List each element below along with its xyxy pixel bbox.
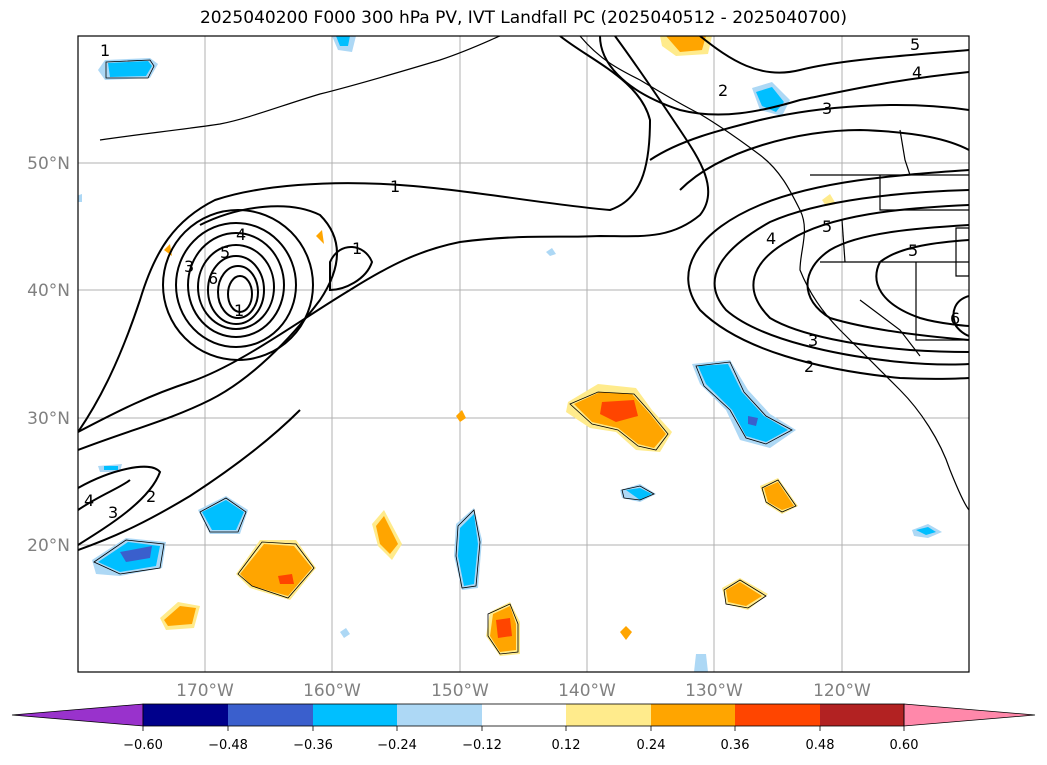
contour-label: 2	[718, 81, 728, 100]
colorbar-segment	[735, 704, 820, 726]
map-frame	[77, 35, 970, 673]
colorbar-segment	[397, 704, 482, 726]
lon-label: 140°W	[558, 681, 616, 701]
colorbar-segment	[820, 704, 904, 726]
contour-label: 5	[220, 243, 230, 262]
colorbar-tick-labels: −0.60 −0.48 −0.36 −0.24 −0.12 0.12 0.24 …	[123, 738, 918, 753]
colorbar-segment	[143, 704, 228, 726]
colorbar-tick: 0.12	[552, 738, 581, 753]
lat-label: 30°N	[27, 409, 70, 429]
contour-label: 6	[950, 309, 960, 328]
contour-label: 5	[910, 35, 920, 54]
lat-label: 50°N	[27, 154, 70, 174]
colorbar-tick: −0.36	[293, 738, 333, 753]
contour-label: 4	[236, 225, 246, 244]
colorbar-tick: −0.48	[208, 738, 248, 753]
longitude-labels: 170°W 160°W 150°W 140°W 130°W 120°W	[176, 681, 871, 701]
lon-label: 150°W	[431, 681, 489, 701]
contour-label: 4	[912, 63, 922, 82]
colorbar-tick: 0.36	[721, 738, 750, 753]
map-title: 2025040200 F000 300 hPa PV, IVT Landfall…	[199, 8, 847, 28]
lat-label: 20°N	[27, 536, 70, 556]
contour-label: 5	[822, 217, 832, 236]
colorbar: −0.60 −0.48 −0.36 −0.24 −0.12 0.12 0.24 …	[11, 703, 1036, 753]
colorbar-tick: −0.24	[377, 738, 417, 753]
colorbar-tick: 0.48	[806, 738, 835, 753]
colorbar-tick: 0.24	[637, 738, 666, 753]
pv-shading	[78, 36, 942, 672]
contour-label: 6	[208, 269, 218, 288]
lon-label: 130°W	[685, 681, 743, 701]
colorbar-segment	[482, 704, 566, 726]
contour-label: 3	[822, 99, 832, 118]
contour-label: 4	[84, 491, 94, 510]
latitude-labels: 50°N 40°N 30°N 20°N	[27, 154, 70, 556]
pv-outlines	[93, 59, 797, 655]
contour-label: 1	[390, 177, 400, 196]
contour-label: 1	[352, 239, 362, 258]
contour-label: 3	[108, 503, 118, 522]
colorbar-extend-high	[903, 703, 1036, 727]
colorbar-segment	[228, 704, 313, 726]
lon-label: 120°W	[813, 681, 871, 701]
contour-label: 2	[804, 357, 814, 376]
colorbar-segment	[313, 704, 397, 726]
colorbar-tick: −0.60	[123, 738, 163, 753]
lon-label: 160°W	[303, 681, 361, 701]
contour-label: 3	[808, 331, 818, 350]
map-background	[78, 36, 969, 672]
contour-label: 1	[100, 41, 110, 60]
contour-label: 1	[234, 301, 244, 320]
colorbar-tick: 0.60	[890, 738, 919, 753]
contour-label: 3	[184, 257, 194, 276]
lon-label: 170°W	[176, 681, 234, 701]
lat-label: 40°N	[27, 281, 70, 301]
contour-label: 2	[146, 487, 156, 506]
gridlines	[78, 36, 969, 672]
colorbar-segment	[566, 704, 651, 726]
colorbar-extend-low	[11, 703, 144, 727]
ivt-contours	[78, 36, 969, 551]
contour-label: 4	[766, 229, 776, 248]
colorbar-segment	[651, 704, 735, 726]
contour-label: 5	[908, 241, 918, 260]
coastlines	[99, 36, 969, 511]
colorbar-tick: −0.12	[462, 738, 502, 753]
contour-labels: 1 1 1 2 2 3 3 3 4 4 4 5 5 5 6 6 1 2 3 4 …	[84, 35, 960, 522]
